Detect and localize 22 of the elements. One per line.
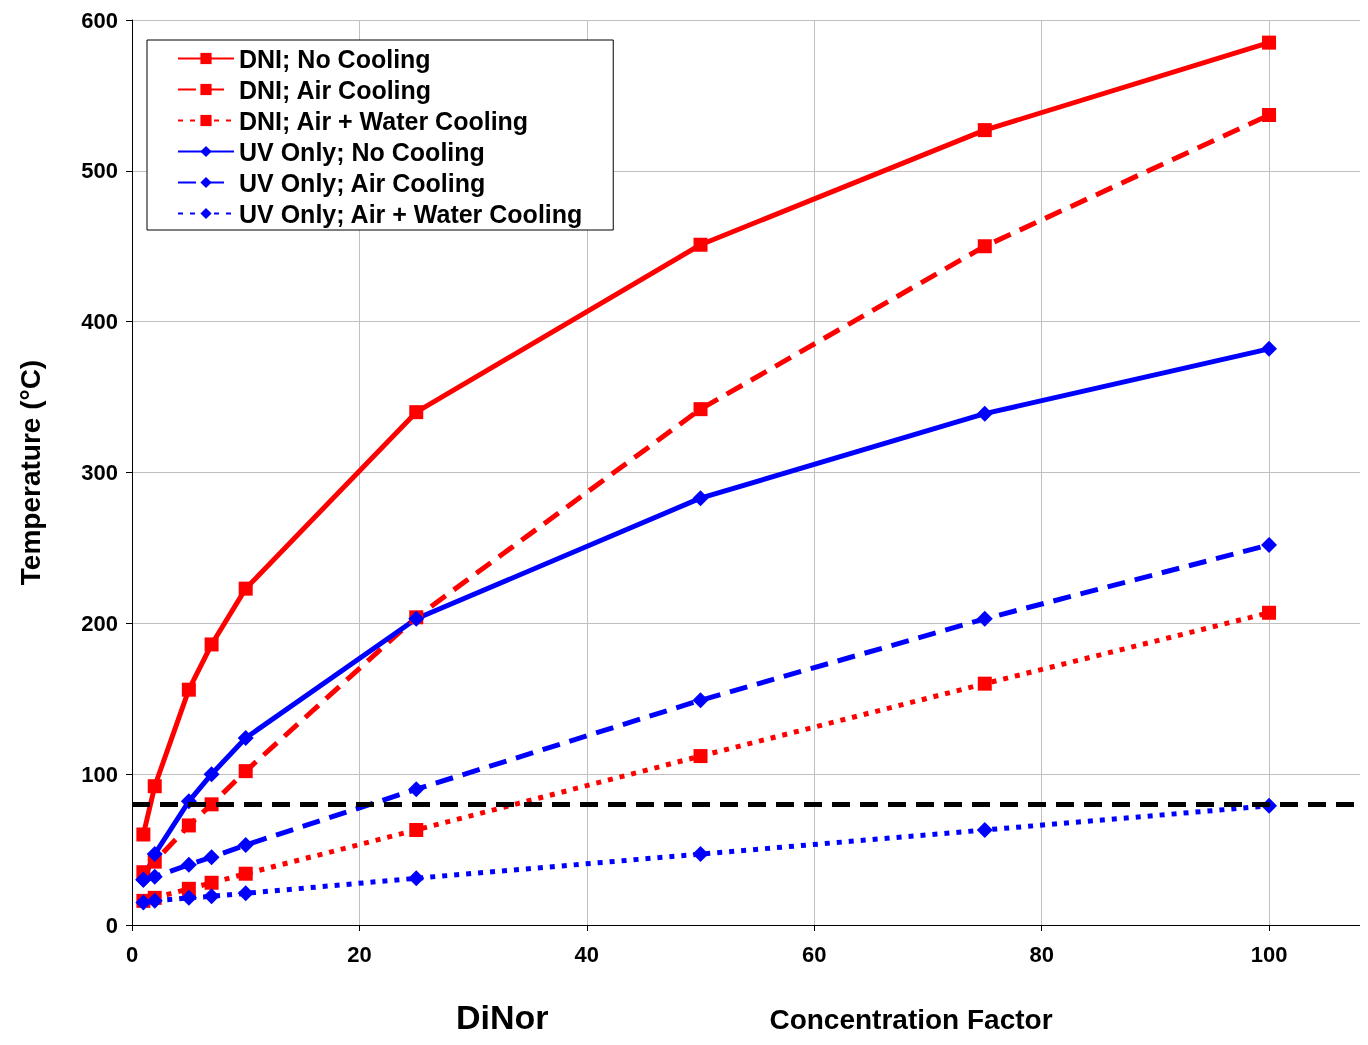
y-tick-label: 300	[81, 460, 118, 485]
legend-label: UV Only; Air + Water Cooling	[239, 199, 583, 228]
x-axis-title: Concentration Factor	[769, 1003, 1053, 1035]
y-tick-label: 500	[81, 158, 118, 184]
x-tick-label: 40	[574, 941, 600, 967]
x-tick-label: 0	[125, 941, 139, 967]
legend-label: DNI; Air Cooling	[239, 75, 432, 104]
x-tick-label: 60	[801, 941, 827, 967]
x-tick-label: 80	[1029, 941, 1054, 967]
x-tick-label: 20	[347, 941, 372, 967]
y-tick-label: 200	[81, 610, 118, 636]
y-tick-label: 0	[105, 912, 118, 938]
legend-label: DNI; No Cooling	[239, 44, 431, 73]
y-tick-label: 400	[81, 309, 118, 335]
legend-label: UV Only; No Cooling	[239, 137, 485, 166]
y-axis-title: Temperature (°C)	[14, 359, 46, 586]
x-tick-label: 100	[1250, 941, 1288, 967]
y-tick-label: 100	[81, 761, 118, 787]
legend-label: DNI; Air + Water Cooling	[239, 106, 529, 135]
legend-label: UV Only; Air Cooling	[239, 168, 486, 197]
text: DiNor	[456, 998, 549, 1036]
y-tick-label: 600	[81, 7, 118, 33]
